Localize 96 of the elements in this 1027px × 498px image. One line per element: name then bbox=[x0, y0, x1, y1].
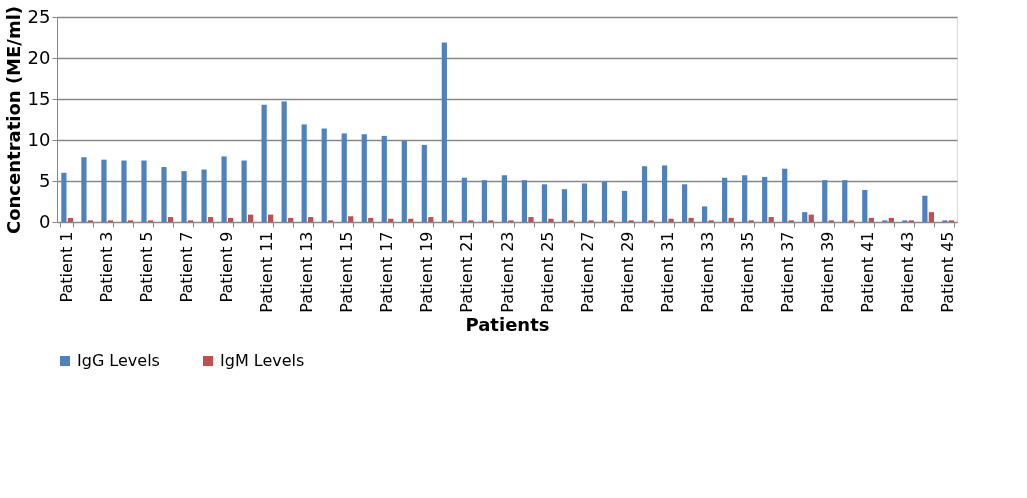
bar bbox=[688, 217, 694, 222]
y-tick-label: 10 bbox=[27, 128, 51, 150]
bar bbox=[141, 160, 147, 222]
bar bbox=[248, 214, 254, 222]
x-tick-label: Patient 17 bbox=[377, 231, 397, 313]
bar bbox=[288, 217, 294, 222]
bar bbox=[121, 160, 127, 222]
bar bbox=[241, 160, 247, 222]
bar bbox=[67, 217, 74, 222]
bar bbox=[421, 144, 427, 222]
bar bbox=[842, 180, 848, 222]
bar bbox=[661, 165, 668, 222]
x-tick-label: Patient 11 bbox=[257, 231, 277, 313]
y-tick-label: 20 bbox=[27, 46, 51, 68]
x-tick-label: Patient 1 bbox=[57, 231, 77, 303]
y-tick-label: 5 bbox=[39, 169, 51, 191]
x-tick-label: Patient 15 bbox=[337, 231, 357, 313]
bar bbox=[381, 135, 387, 222]
bar bbox=[922, 195, 928, 222]
bar bbox=[681, 184, 688, 222]
bar bbox=[728, 217, 734, 222]
bar bbox=[428, 217, 434, 222]
x-tick-label: Patient 21 bbox=[457, 231, 477, 313]
bar bbox=[768, 217, 774, 222]
bar bbox=[868, 217, 874, 222]
bar bbox=[348, 216, 354, 222]
x-tick-label: Patient 45 bbox=[937, 231, 957, 313]
bar bbox=[528, 217, 534, 222]
bar bbox=[802, 212, 808, 222]
bar bbox=[101, 159, 107, 222]
x-tick-label: Patient 9 bbox=[217, 231, 237, 303]
bar bbox=[521, 180, 528, 222]
x-tick-label: Patient 29 bbox=[617, 231, 637, 313]
bar bbox=[341, 133, 347, 222]
bar bbox=[61, 172, 67, 222]
bar bbox=[281, 101, 287, 222]
bar bbox=[822, 180, 828, 222]
x-tick-label: Patient 3 bbox=[97, 231, 117, 303]
bar bbox=[227, 217, 234, 222]
bar bbox=[501, 175, 507, 222]
bar bbox=[621, 190, 628, 222]
x-tick-label: Patient 43 bbox=[897, 231, 917, 313]
bar bbox=[308, 217, 314, 222]
bar bbox=[808, 214, 814, 222]
bar bbox=[361, 134, 367, 222]
bar bbox=[561, 189, 568, 222]
bar bbox=[668, 218, 674, 222]
bar bbox=[207, 217, 214, 222]
bar bbox=[167, 217, 174, 222]
bar bbox=[368, 217, 374, 222]
bar bbox=[481, 180, 487, 222]
bar bbox=[722, 177, 728, 222]
bar bbox=[221, 156, 227, 222]
x-tick-label: Patient 7 bbox=[177, 231, 197, 303]
bar bbox=[161, 167, 167, 222]
x-tick-label: Patient 37 bbox=[777, 231, 797, 313]
bar bbox=[742, 175, 748, 222]
x-tick-label: Patient 13 bbox=[297, 231, 317, 313]
bar bbox=[782, 168, 788, 222]
bar bbox=[581, 183, 588, 222]
y-tick-label: 0 bbox=[39, 210, 51, 232]
x-tick-label: Patient 27 bbox=[577, 231, 597, 313]
bar bbox=[261, 104, 267, 222]
bar bbox=[888, 217, 894, 222]
y-tick-label: 25 bbox=[27, 5, 51, 27]
bar bbox=[441, 42, 447, 222]
bar bbox=[862, 190, 868, 222]
legend-label: IgM Levels bbox=[220, 351, 305, 370]
x-tick-label: Patient 39 bbox=[817, 231, 837, 313]
bar bbox=[201, 169, 207, 222]
x-tick-label: Patient 35 bbox=[737, 231, 757, 313]
bar bbox=[928, 212, 934, 222]
y-axis-title: Concentration (ME/ml) bbox=[2, 5, 24, 235]
legend-label: IgG Levels bbox=[77, 351, 160, 370]
bar bbox=[762, 176, 768, 222]
x-tick-label: Patient 19 bbox=[417, 231, 437, 313]
x-tick-label: Patient 33 bbox=[697, 231, 717, 313]
x-tick-label: Patient 5 bbox=[137, 231, 157, 303]
bar bbox=[641, 166, 648, 222]
bar bbox=[548, 218, 554, 222]
y-tick-label: 15 bbox=[27, 87, 51, 109]
bar bbox=[301, 124, 307, 222]
x-tick-label: Patient 31 bbox=[657, 231, 677, 313]
bar bbox=[601, 181, 608, 222]
bar bbox=[81, 157, 87, 222]
x-tick-label: Patient 25 bbox=[537, 231, 557, 313]
x-axis-title: Patients bbox=[465, 313, 550, 335]
bar bbox=[702, 206, 708, 222]
bar bbox=[181, 171, 187, 222]
x-tick-label: Patient 23 bbox=[497, 231, 517, 313]
bar bbox=[401, 140, 407, 222]
bar bbox=[321, 128, 327, 222]
bar bbox=[461, 177, 467, 222]
x-tick-label: Patient 41 bbox=[857, 231, 877, 313]
bar bbox=[268, 214, 274, 222]
bar bbox=[541, 184, 548, 222]
